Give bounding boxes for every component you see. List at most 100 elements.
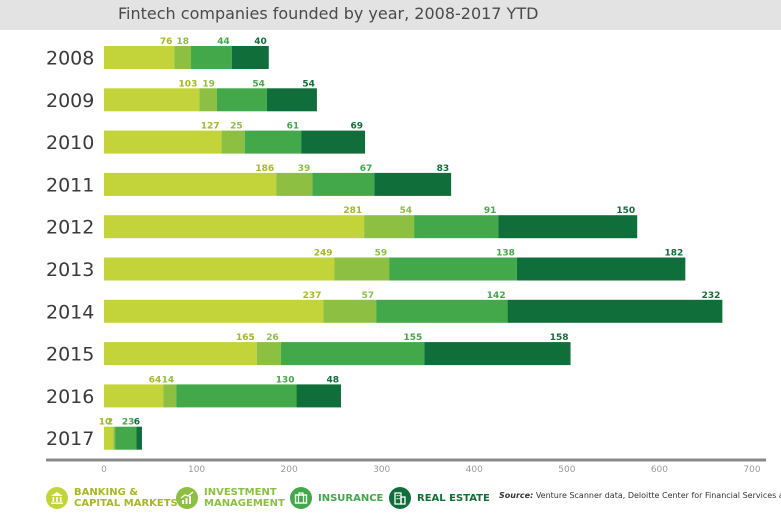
data-label-2010-series-3: 69 — [351, 122, 364, 132]
x-tick-label-300: 300 — [373, 465, 390, 475]
bar-2011-series-2 — [312, 172, 375, 196]
bar-2010-series-1 — [221, 130, 245, 154]
data-label-2017-series-1: 2 — [107, 418, 113, 428]
bar-2009-series-1 — [199, 88, 217, 112]
bar-2011-series-3 — [374, 172, 452, 196]
bar-2012-series-3 — [498, 215, 638, 239]
data-label-2016-series-0: 64 — [149, 375, 162, 385]
bar-2015-series-0 — [104, 342, 257, 366]
bar-2009-series-2 — [216, 88, 267, 112]
bar-2014-series-1 — [323, 299, 377, 323]
bar-2013-series-3 — [516, 257, 686, 281]
data-label-2009-series-0: 103 — [179, 79, 198, 89]
data-label-2012-series-2: 91 — [484, 206, 497, 216]
data-label-2016-series-2: 130 — [276, 375, 295, 385]
bar-2010-series-2 — [244, 130, 302, 154]
x-tick-label-400: 400 — [466, 465, 483, 475]
data-label-2008-series-0: 76 — [160, 37, 173, 47]
data-label-2011-series-0: 186 — [255, 164, 274, 174]
legend-label-banking: BANKING & CAPITAL MARKETS — [74, 487, 178, 509]
category-label-2015: 2015 — [46, 344, 94, 366]
data-label-2014-series-3: 232 — [702, 291, 721, 301]
source-text: Venture Scanner data, Deloitte Center fo… — [535, 491, 781, 500]
category-label-2016: 2016 — [46, 386, 94, 408]
building-icon — [389, 487, 411, 509]
category-label-2010: 2010 — [46, 132, 94, 154]
data-label-2013-series-0: 249 — [314, 249, 333, 259]
x-tick-label-500: 500 — [558, 465, 575, 475]
bar-2008-series-1 — [174, 46, 192, 69]
bar-2017-series-0 — [104, 426, 114, 450]
legend-item-banking: BANKING & CAPITAL MARKETS — [46, 486, 178, 510]
bar-2010-series-0 — [104, 130, 222, 154]
bar-2009-series-3 — [266, 88, 317, 112]
bar-2008-series-2 — [191, 46, 232, 69]
bar-2013-series-0 — [104, 257, 335, 281]
data-label-2015-series-0: 165 — [236, 333, 255, 343]
data-label-2016-series-3: 48 — [326, 375, 339, 385]
legend-label-investment: INVESTMENT MANAGEMENT — [204, 487, 285, 509]
data-label-2008-series-2: 44 — [217, 37, 230, 47]
data-label-2008-series-1: 18 — [176, 37, 189, 47]
data-label-2014-series-1: 57 — [362, 291, 375, 301]
data-label-2011-series-3: 83 — [437, 164, 450, 174]
chart-title: Fintech companies founded by year, 2008-… — [118, 4, 539, 23]
data-label-2016-series-1: 14 — [162, 375, 175, 385]
legend-item-real-estate: REAL ESTATE — [389, 486, 490, 510]
bar-2016-series-0 — [104, 384, 164, 408]
x-tick-label-200: 200 — [281, 465, 298, 475]
data-label-2014-series-0: 237 — [303, 291, 322, 301]
bar-2014-series-3 — [507, 299, 723, 323]
x-tick-label-0: 0 — [101, 465, 107, 475]
bar-2017-series-1 — [113, 426, 116, 450]
bar-2013-series-1 — [334, 257, 390, 281]
data-label-2009-series-2: 54 — [252, 79, 265, 89]
bar-2009-series-0 — [104, 88, 200, 112]
bar-2013-series-2 — [389, 257, 517, 281]
bar-2010-series-3 — [301, 130, 366, 154]
source-prefix: Source: — [499, 491, 534, 500]
category-label-2012: 2012 — [46, 217, 94, 239]
data-label-2009-series-1: 19 — [202, 79, 215, 89]
data-label-2015-series-3: 158 — [550, 333, 569, 343]
legend-label-real-estate: REAL ESTATE — [417, 492, 490, 504]
category-label-2011: 2011 — [46, 174, 94, 196]
bar-2008-series-0 — [104, 46, 175, 69]
bar-2015-series-3 — [424, 342, 571, 366]
bar-2012-series-1 — [364, 215, 415, 239]
bar-2014-series-0 — [104, 299, 324, 323]
bar-2012-series-2 — [414, 215, 499, 239]
title-bar: Fintech companies founded by year, 2008-… — [0, 0, 781, 30]
bar-2015-series-1 — [256, 342, 281, 366]
data-label-2010-series-2: 61 — [287, 122, 300, 132]
bar-2011-series-1 — [276, 172, 313, 196]
data-label-2014-series-2: 142 — [487, 291, 506, 301]
data-label-2015-series-1: 26 — [266, 333, 279, 343]
data-label-2013-series-2: 138 — [496, 249, 515, 259]
x-tick-label-100: 100 — [188, 465, 205, 475]
bar-2011-series-0 — [104, 172, 277, 196]
data-label-2012-series-0: 281 — [343, 206, 362, 216]
bar-2016-series-1 — [163, 384, 177, 408]
data-label-2010-series-0: 127 — [201, 122, 220, 132]
bar-2017-series-2 — [115, 426, 137, 450]
bar-2012-series-0 — [104, 215, 365, 239]
data-label-2017-series-0: 10 — [99, 418, 112, 428]
data-label-2012-series-3: 150 — [616, 206, 635, 216]
category-label-2009: 2009 — [46, 90, 94, 112]
source-note: Source: Venture Scanner data, Deloitte C… — [499, 491, 781, 500]
category-label-2014: 2014 — [46, 301, 94, 323]
data-label-2017-series-2: 23 — [122, 418, 135, 428]
bar-2016-series-3 — [296, 384, 341, 408]
data-label-2013-series-1: 59 — [375, 249, 388, 259]
category-label-2013: 2013 — [46, 259, 94, 281]
legend-item-investment: INVESTMENT MANAGEMENT — [176, 486, 285, 510]
data-label-2008-series-3: 40 — [254, 37, 267, 47]
data-label-2012-series-1: 54 — [400, 206, 413, 216]
x-tick-label-600: 600 — [651, 465, 668, 475]
bar-2017-series-3 — [136, 426, 142, 450]
bar-2016-series-2 — [176, 384, 297, 408]
category-label-2017: 2017 — [46, 428, 94, 450]
bar-2014-series-2 — [376, 299, 508, 323]
